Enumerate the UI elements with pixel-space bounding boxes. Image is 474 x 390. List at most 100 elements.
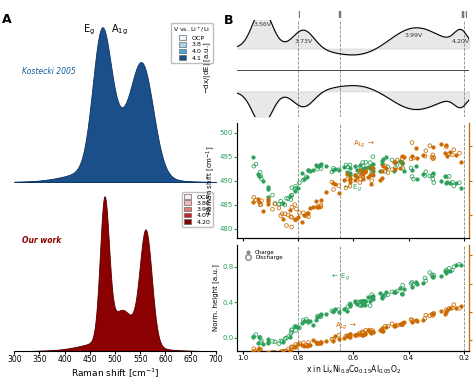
Point xyxy=(275,340,283,347)
Point xyxy=(429,312,437,319)
Point xyxy=(457,303,465,309)
Y-axis label: Raman shift [cm$^{-1}$]: Raman shift [cm$^{-1}$] xyxy=(204,146,217,215)
Point xyxy=(257,173,264,179)
Point xyxy=(369,161,377,168)
Text: A$_{1g}$ $\rightarrow$: A$_{1g}$ $\rightarrow$ xyxy=(335,320,357,332)
Point xyxy=(368,169,375,175)
Point xyxy=(384,291,392,298)
Point xyxy=(441,174,448,180)
Point xyxy=(309,322,317,328)
Point xyxy=(380,328,387,334)
Point xyxy=(315,340,323,346)
Point xyxy=(407,165,415,171)
Point xyxy=(351,298,358,304)
Point xyxy=(287,214,295,220)
Point xyxy=(430,179,438,186)
Point xyxy=(346,301,354,307)
Point xyxy=(359,163,367,169)
Point xyxy=(269,192,276,198)
Point xyxy=(359,329,366,335)
Point xyxy=(288,329,295,335)
Point xyxy=(358,165,365,172)
Point xyxy=(288,344,296,350)
Point xyxy=(369,170,377,176)
Point xyxy=(281,202,289,208)
Point xyxy=(414,280,421,287)
Point xyxy=(303,317,311,324)
Point xyxy=(257,347,264,353)
Point xyxy=(392,322,399,328)
Point xyxy=(367,294,375,301)
Point xyxy=(328,179,336,185)
Point xyxy=(421,173,429,179)
Point xyxy=(346,302,354,308)
Point xyxy=(422,278,429,284)
Point xyxy=(330,309,337,315)
Point xyxy=(419,317,427,323)
Point xyxy=(378,175,386,181)
Point xyxy=(259,351,267,357)
Point xyxy=(250,194,257,200)
Point xyxy=(258,176,265,182)
Point xyxy=(300,317,307,323)
Text: Our work: Our work xyxy=(22,236,62,245)
Point xyxy=(331,333,339,339)
Point xyxy=(366,165,374,171)
Point xyxy=(284,333,292,340)
Point xyxy=(318,197,325,203)
Point xyxy=(322,163,330,169)
Point xyxy=(412,279,419,285)
Point xyxy=(384,164,392,170)
Point xyxy=(343,169,350,176)
Point xyxy=(450,301,457,308)
Point xyxy=(407,156,415,162)
Point xyxy=(335,167,343,173)
Point xyxy=(283,222,290,229)
Point xyxy=(336,336,343,342)
Point xyxy=(259,178,267,184)
Point xyxy=(291,324,299,330)
Point xyxy=(292,324,300,330)
Point xyxy=(331,181,339,187)
Point xyxy=(313,340,320,346)
Point xyxy=(399,282,407,288)
Point xyxy=(317,340,325,347)
Point xyxy=(396,321,403,327)
Point xyxy=(292,185,300,191)
Point xyxy=(457,262,465,268)
Legend: OCP, 3.80, 3.96, 4.07, 4.20: OCP, 3.80, 3.96, 4.07, 4.20 xyxy=(182,191,213,227)
Point xyxy=(356,162,364,168)
Point xyxy=(294,324,301,330)
Point xyxy=(255,334,263,340)
Point xyxy=(362,168,370,174)
Point xyxy=(286,333,294,340)
Point xyxy=(457,184,465,191)
Point xyxy=(277,349,284,355)
Point xyxy=(288,192,295,199)
Point xyxy=(452,262,459,268)
Point xyxy=(450,183,457,189)
Point xyxy=(393,322,401,328)
Point xyxy=(250,346,257,352)
Point xyxy=(456,179,463,186)
Point xyxy=(369,154,377,160)
Point xyxy=(356,330,364,337)
Point xyxy=(438,178,445,184)
Point xyxy=(296,209,303,216)
Point xyxy=(353,331,361,337)
Point xyxy=(281,335,289,342)
Point xyxy=(408,174,416,180)
Point xyxy=(361,330,369,336)
Point xyxy=(346,162,354,168)
Point xyxy=(422,168,429,175)
Point xyxy=(360,176,367,182)
Point xyxy=(410,318,417,324)
Point xyxy=(317,202,325,208)
Point xyxy=(307,318,314,324)
Point xyxy=(344,164,352,170)
Point xyxy=(307,168,314,174)
Point xyxy=(353,301,361,307)
Point xyxy=(329,308,337,314)
Point xyxy=(317,314,325,320)
Point xyxy=(313,314,320,320)
